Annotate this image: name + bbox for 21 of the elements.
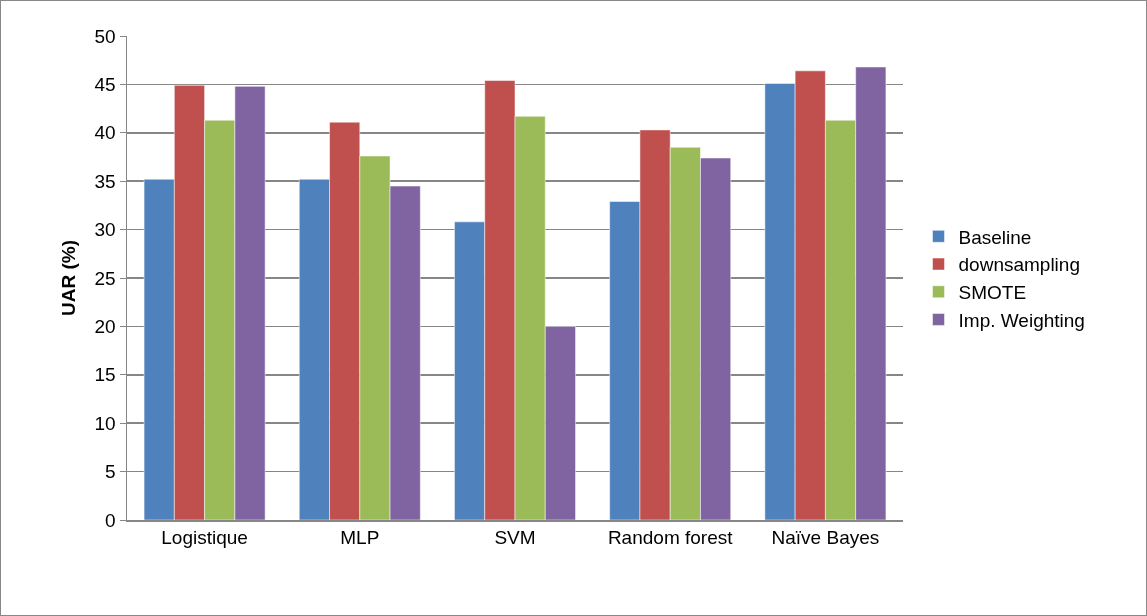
y-tick-label: 30 [94,219,116,241]
y-tick-label: 50 [94,25,116,47]
y-tick-label: 45 [94,74,116,96]
y-tick-label: 35 [94,170,116,192]
y-tick-label: 5 [105,461,116,483]
x-tick-label: Naïve Bayes [771,527,880,549]
x-tick-label: MLP [340,527,380,549]
legend-label: SMOTE [958,282,1027,304]
y-axis-title: UAR (%) [57,240,79,316]
y-tick-label: 0 [105,509,116,531]
y-tick-label: 20 [94,316,116,338]
y-tick-label: 10 [94,412,116,434]
x-tick-label: SVM [494,527,536,549]
legend-label: Baseline [958,226,1032,248]
x-tick-label: Logistique [161,527,248,549]
y-tick-label: 25 [94,267,116,289]
legend-label: Imp. Weighting [958,309,1085,331]
y-tick-label: 15 [94,364,116,386]
y-tick-label: 40 [94,122,116,144]
x-tick-label: Random forest [607,527,734,549]
legend-label: downsampling [958,254,1080,276]
